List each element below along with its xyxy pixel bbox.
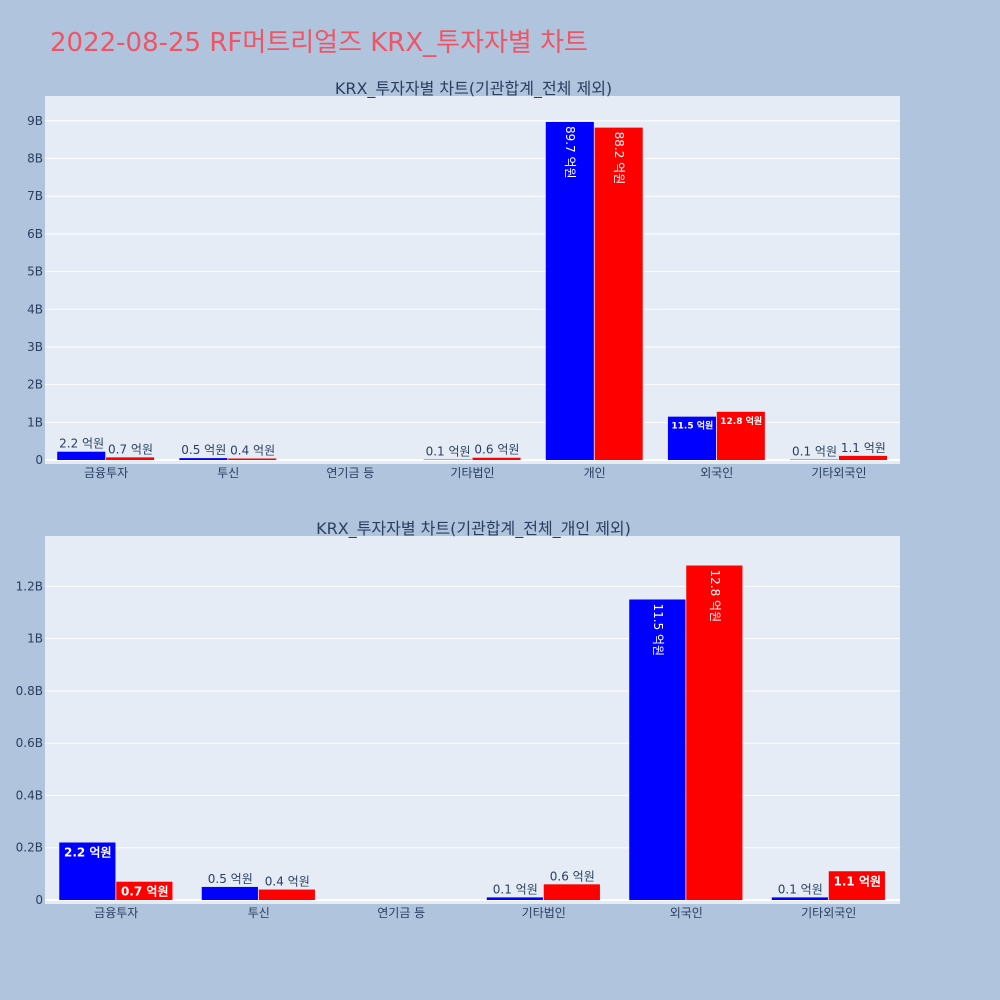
x-tick-label: 기타외국인 bbox=[811, 466, 866, 480]
x-tick-label: 기타외국인 bbox=[801, 906, 856, 920]
y-tick-label: 4B bbox=[27, 302, 43, 316]
data-label: 1.1 억원 bbox=[841, 441, 886, 455]
bar bbox=[258, 889, 315, 900]
y-tick-label: 0.2B bbox=[16, 841, 43, 855]
x-tick-label: 금융투자 bbox=[94, 906, 138, 920]
data-label: 1.1 억원 bbox=[833, 874, 881, 888]
x-tick-label: 연기금 등 bbox=[326, 466, 374, 480]
data-label: 0.6 억원 bbox=[550, 869, 595, 883]
bar bbox=[57, 451, 106, 460]
chart-2: 0 0.2B 0.4B 0.6B 0.8B 1B 1.2B KRX_투자자별 차트(기관합계_… bbox=[16, 519, 900, 920]
data-label: 12.8 억원 bbox=[708, 570, 722, 623]
bar bbox=[667, 416, 716, 460]
data-label: 12.8 억원 bbox=[720, 415, 762, 427]
bar bbox=[179, 458, 228, 460]
data-label: 89.7 억원 bbox=[563, 126, 577, 179]
y-tick-label: 0.6B bbox=[16, 736, 43, 750]
data-label: 0.4 억원 bbox=[230, 443, 275, 457]
bar bbox=[838, 455, 887, 460]
y-tick-label: 1B bbox=[27, 415, 43, 429]
bar bbox=[771, 897, 828, 900]
bar bbox=[629, 599, 686, 900]
y-tick-label: 1B bbox=[27, 632, 43, 646]
bar bbox=[686, 565, 743, 900]
data-label: 0.1 억원 bbox=[493, 882, 538, 896]
bar bbox=[201, 886, 258, 900]
bar bbox=[828, 871, 885, 900]
data-label: 0.6 억원 bbox=[474, 443, 519, 457]
data-label: 0.4 억원 bbox=[265, 875, 310, 889]
x-tick-label: 투신 bbox=[248, 906, 270, 920]
bar bbox=[716, 411, 765, 460]
data-label: 0.7 억원 bbox=[121, 885, 169, 899]
data-label: 0.1 억원 bbox=[426, 445, 471, 459]
data-label: 11.5 억원 bbox=[671, 420, 713, 432]
y-tick-label: 0 bbox=[35, 893, 43, 907]
chart-title: KRX_투자자별 차트(기관합계_전체 제외) bbox=[335, 79, 612, 99]
x-tick-label: 기타법인 bbox=[450, 466, 494, 480]
data-label: 0.5 억원 bbox=[181, 443, 226, 457]
bar bbox=[543, 884, 600, 900]
data-label: 0.1 억원 bbox=[778, 882, 823, 896]
bar bbox=[486, 897, 543, 900]
bar bbox=[59, 842, 116, 900]
y-tick-label: 6B bbox=[27, 227, 43, 241]
y-tick-label: 9B bbox=[27, 114, 43, 128]
page-title: 2022-08-25 RF머트리얼즈 KRX_투자자별 차트 bbox=[50, 28, 588, 58]
y-tick-label: 5B bbox=[27, 265, 43, 279]
y-tick-label: 2B bbox=[27, 378, 43, 392]
y-tick-label: 1.2B bbox=[16, 579, 43, 593]
bar bbox=[228, 458, 277, 460]
data-label: 2.2 억원 bbox=[59, 437, 104, 451]
y-tick-label: 0.4B bbox=[16, 788, 43, 802]
y-tick-label: 8B bbox=[27, 152, 43, 166]
data-label: 0.7 억원 bbox=[108, 442, 153, 456]
x-tick-label: 금융투자 bbox=[84, 466, 128, 480]
data-label: 88.2 억원 bbox=[612, 132, 626, 185]
chart-1: 0 1B 2B 3B 4B 5B 6B 7B 8B 9B KRX_투자자별 차트(기관합계_전체 제… bbox=[27, 79, 900, 480]
x-tick-label: 기타법인 bbox=[522, 906, 566, 920]
x-tick-label: 투신 bbox=[217, 466, 239, 480]
x-tick-label: 외국인 bbox=[670, 906, 703, 920]
y-tick-label: 7B bbox=[27, 189, 43, 203]
bar bbox=[472, 457, 521, 460]
bar bbox=[116, 881, 173, 900]
chart-title: KRX_투자자별 차트(기관합계_전체_개인 제외) bbox=[316, 519, 631, 539]
y-tick-label: 0 bbox=[35, 453, 43, 467]
x-tick-label: 개인 bbox=[584, 466, 606, 480]
plot-background bbox=[45, 536, 900, 904]
plot-background bbox=[45, 96, 900, 464]
bar bbox=[594, 127, 643, 461]
bar bbox=[106, 457, 155, 460]
y-tick-label: 0.8B bbox=[16, 684, 43, 698]
y-tick-label: 3B bbox=[27, 340, 43, 354]
data-label: 11.5 억원 bbox=[651, 603, 665, 656]
data-label: 2.2 억원 bbox=[64, 846, 112, 860]
x-tick-label: 외국인 bbox=[700, 466, 733, 480]
data-label: 0.5 억원 bbox=[208, 872, 253, 886]
data-label: 0.1 억원 bbox=[792, 445, 837, 459]
x-tick-label: 연기금 등 bbox=[377, 906, 425, 920]
bar bbox=[545, 121, 594, 461]
